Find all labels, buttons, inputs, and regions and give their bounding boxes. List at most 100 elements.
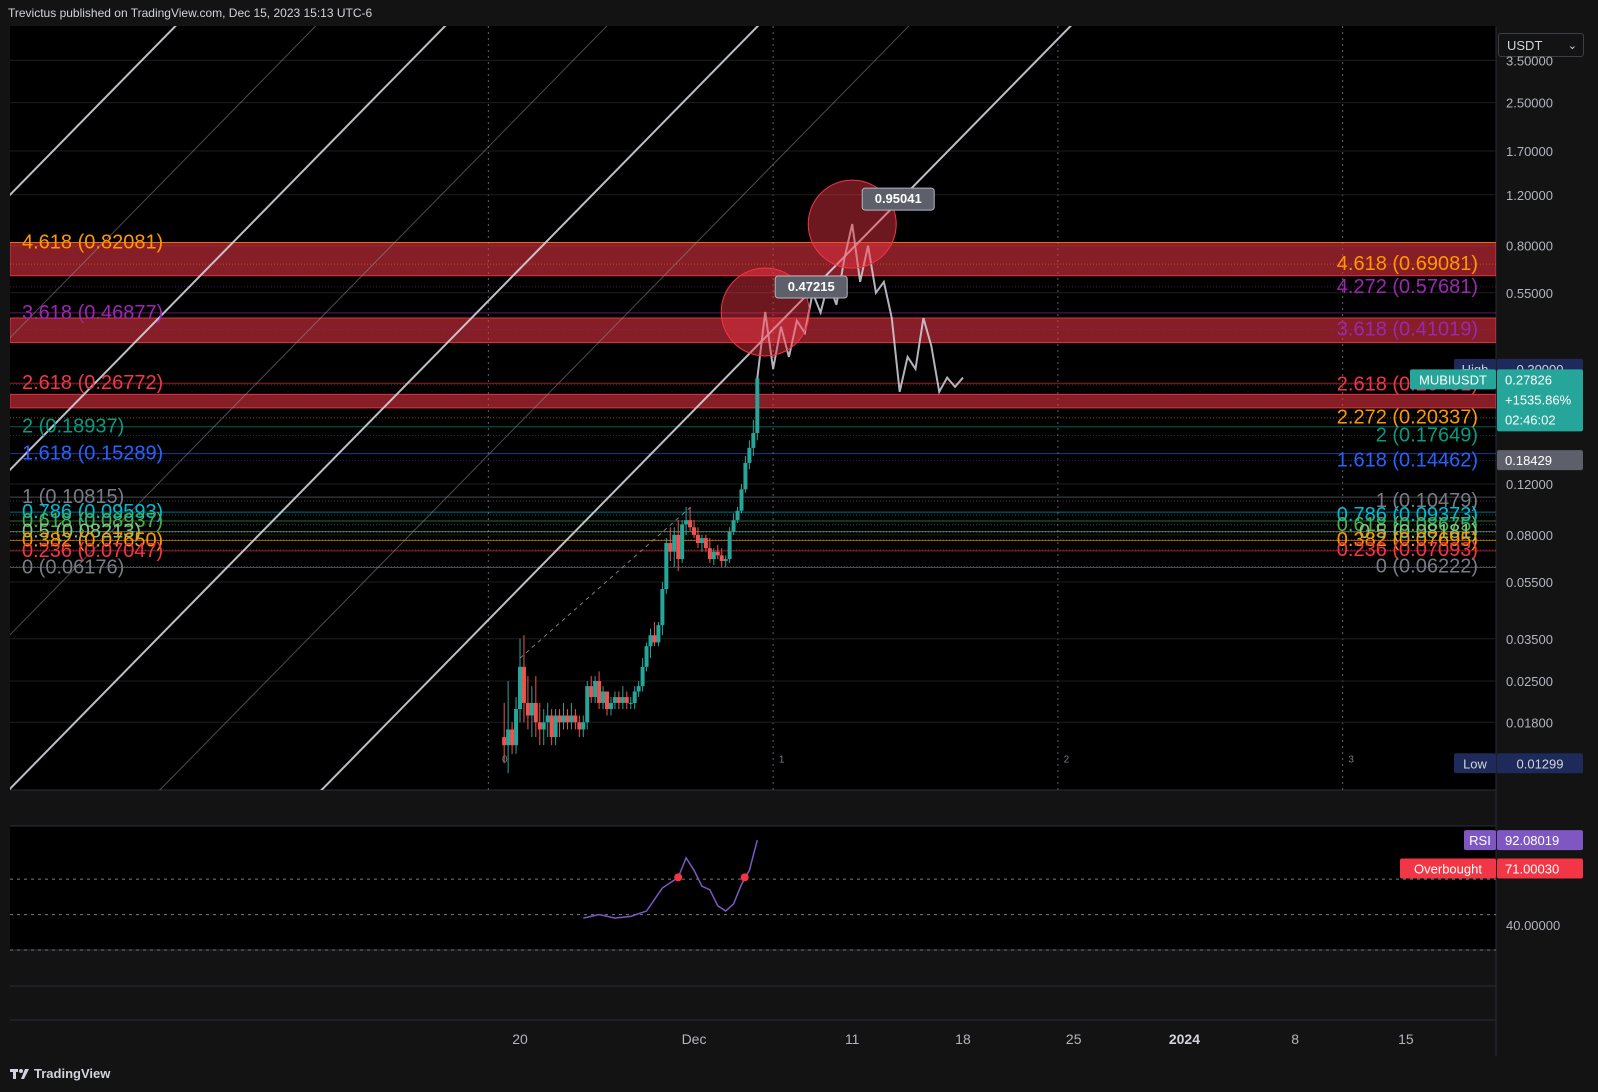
price-tick: 0.55000 bbox=[1506, 286, 1553, 301]
rsi-pane[interactable] bbox=[10, 826, 1496, 950]
currency-selector[interactable]: USDT ⌄ bbox=[1498, 33, 1584, 57]
fib-label-right: 3.618 (0.41019) bbox=[1337, 319, 1478, 341]
fib-label-left: 2 (0.18937) bbox=[22, 416, 124, 438]
fib-label-right: 1 (0.10479) bbox=[1376, 490, 1478, 512]
candle-body bbox=[747, 447, 752, 463]
candle-body bbox=[644, 646, 649, 667]
candle-body bbox=[549, 715, 554, 738]
candle-body bbox=[707, 548, 712, 560]
symbol-tag-box bbox=[1410, 369, 1496, 390]
low-value: 0.01299 bbox=[1517, 756, 1564, 771]
fib-label-left: 0.382 (0.07650) bbox=[22, 530, 163, 552]
candle-body bbox=[652, 635, 657, 643]
candle-body bbox=[541, 722, 546, 730]
candle-body bbox=[751, 433, 756, 448]
low-value-box bbox=[1497, 753, 1583, 774]
callout-box bbox=[774, 275, 848, 299]
candle-body bbox=[664, 543, 669, 590]
fib-label-right: 2 (0.17649) bbox=[1376, 425, 1478, 447]
price-tick: 0.08000 bbox=[1506, 528, 1553, 543]
candle-body bbox=[605, 691, 610, 710]
time-tick: 8 bbox=[1291, 1031, 1299, 1047]
overbought-label-box bbox=[1400, 858, 1496, 879]
prev-close: 0.18429 bbox=[1505, 453, 1552, 468]
fib-label-left: 0.618 (0.08937) bbox=[22, 510, 163, 532]
fib-label-right: 4.272 (0.57681) bbox=[1337, 276, 1478, 298]
price-tick: 0.05500 bbox=[1506, 575, 1553, 590]
overbought-value: 71.00030 bbox=[1505, 862, 1559, 877]
candle-body bbox=[557, 715, 562, 723]
time-tick: 25 bbox=[1066, 1031, 1082, 1047]
price-change: +1535.86% bbox=[1505, 392, 1572, 407]
time-tick: 15 bbox=[1398, 1031, 1414, 1047]
candle-body bbox=[502, 737, 507, 746]
time-tick: 2024 bbox=[1169, 1031, 1200, 1047]
candle-body bbox=[577, 722, 582, 730]
channel-index-label: 0 bbox=[502, 754, 508, 765]
candle-body bbox=[529, 702, 534, 716]
candle-body bbox=[680, 524, 685, 560]
fib-label-left: 0 (0.06176) bbox=[22, 556, 124, 578]
candle-body bbox=[565, 715, 570, 723]
price-tick: 2.50000 bbox=[1506, 96, 1553, 111]
channel-baseline bbox=[519, 506, 692, 659]
fib-label-left: 2.618 (0.26772) bbox=[22, 372, 163, 394]
price-tick: 0.12000 bbox=[1506, 477, 1553, 492]
candle-body bbox=[676, 534, 681, 560]
candle-body bbox=[695, 534, 700, 544]
projection-path bbox=[756, 223, 964, 395]
low-label-box bbox=[1454, 753, 1496, 774]
candle-body bbox=[597, 681, 602, 703]
footer-brand[interactable]: TradingView bbox=[34, 1066, 111, 1081]
time-tick: 20 bbox=[512, 1031, 528, 1047]
fib-label-right: 2.272 (0.20337) bbox=[1337, 407, 1478, 429]
rsi-value-box bbox=[1497, 830, 1583, 851]
candle-body bbox=[668, 543, 673, 552]
candle-body bbox=[573, 715, 578, 723]
last-price: 0.27826 bbox=[1505, 372, 1552, 387]
price-tick: 1.20000 bbox=[1506, 188, 1553, 203]
candle-body bbox=[739, 489, 744, 511]
candle-body bbox=[510, 729, 515, 746]
candle-body bbox=[684, 520, 689, 525]
candle-body bbox=[506, 729, 511, 746]
fib-label-right: 1.618 (0.14462) bbox=[1337, 450, 1478, 472]
overbought-value-box bbox=[1497, 858, 1583, 879]
candle-body bbox=[672, 534, 677, 552]
rsi-value: 92.08019 bbox=[1505, 833, 1559, 848]
candle-body bbox=[601, 691, 606, 703]
channel-line bbox=[10, 26, 608, 636]
candle-body bbox=[593, 681, 598, 698]
symbol-name: MUBIUSDT bbox=[1419, 372, 1487, 387]
candle-body bbox=[561, 715, 566, 723]
fib-label-right: 0.5 (0.08181) bbox=[1359, 521, 1478, 543]
candle-body bbox=[692, 527, 697, 535]
fib-label-left: 4.618 (0.82081) bbox=[22, 231, 163, 253]
channel-index-label: 1 bbox=[779, 754, 785, 765]
candle-body bbox=[632, 691, 637, 703]
candle-body bbox=[525, 702, 530, 716]
candle-body bbox=[731, 520, 736, 532]
candle-body bbox=[521, 666, 526, 703]
candle-body bbox=[715, 551, 720, 556]
resistance-zone bbox=[10, 317, 1496, 344]
resistance-zone bbox=[10, 242, 1496, 277]
candle-body bbox=[616, 697, 621, 703]
candle-body bbox=[608, 702, 613, 710]
publisher-line: Trevictus published on TradingView.com, … bbox=[8, 6, 373, 20]
candle-body bbox=[703, 538, 708, 549]
candle-body bbox=[699, 538, 704, 544]
candle-body bbox=[688, 520, 693, 528]
time-tick: Dec bbox=[682, 1031, 707, 1047]
overbought-marker bbox=[740, 873, 749, 882]
candle-body bbox=[569, 715, 574, 723]
fib-label-right: 0.382 (0.07695) bbox=[1337, 529, 1478, 551]
candle-body bbox=[585, 686, 590, 723]
candle-body bbox=[620, 697, 625, 703]
last-price-box bbox=[1497, 369, 1583, 432]
currency-label: USDT bbox=[1507, 38, 1543, 53]
prev-close-box bbox=[1497, 450, 1583, 471]
candle-body bbox=[719, 555, 724, 562]
